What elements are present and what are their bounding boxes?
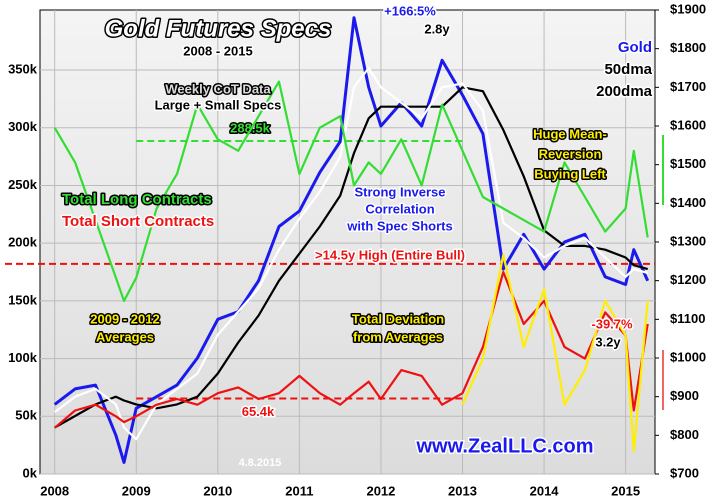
y-tick-label: 100k <box>8 350 38 365</box>
annotation: Reversion <box>539 146 602 161</box>
y2-tick-label: $1300 <box>670 233 706 248</box>
chart-title: Gold Futures Specs <box>105 15 332 42</box>
series-line <box>54 86 648 429</box>
annotation: from Averages <box>353 329 443 344</box>
reference-label: >14.5y High (Entire Bull) <box>315 247 465 262</box>
annotation: www.ZealLLC.com <box>415 435 593 457</box>
series-line <box>461 253 649 452</box>
annotation: 3.2y <box>595 334 621 349</box>
series-line <box>53 270 649 429</box>
reference-label: 288.5k <box>230 120 271 135</box>
y2-tick-label: $1400 <box>670 195 706 210</box>
annotation: -39.7% <box>591 316 633 331</box>
x-tick-label: 2014 <box>530 483 560 498</box>
x-tick-label: 2008 <box>40 483 69 498</box>
x-tick-label: 2011 <box>285 483 313 498</box>
annotation: Huge Mean- <box>533 126 607 141</box>
x-tick-label: 2009 <box>122 483 151 498</box>
annotation: Total Deviation <box>352 311 444 326</box>
y2-tick-label: $1100 <box>670 311 705 326</box>
y-tick-label: 250k <box>8 177 38 192</box>
y2-tick-label: $900 <box>670 388 699 403</box>
annotation: Correlation <box>365 201 434 216</box>
annotation: +166.5% <box>384 3 436 18</box>
y-tick-label: 200k <box>8 235 38 250</box>
x-tick-label: 2010 <box>203 483 232 498</box>
y2-tick-label: $1700 <box>670 79 706 94</box>
y2-tick-label: $1800 <box>670 40 706 55</box>
y-tick-label: 150k <box>8 292 38 307</box>
legend-entry: 200dma <box>596 83 653 100</box>
x-tick-label: 2015 <box>611 483 640 498</box>
y2-tick-label: $700 <box>670 465 699 480</box>
y2-tick-label: $800 <box>670 427 699 442</box>
y-tick-label: 0k <box>23 465 38 480</box>
y2-tick-label: $1000 <box>670 349 706 364</box>
legend-entry: Gold <box>618 39 652 56</box>
legend-entry: 50dma <box>604 61 652 78</box>
y-tick-label: 300k <box>8 119 38 134</box>
y2-tick-label: $1600 <box>670 117 706 132</box>
chart-subtitle: 2008 - 2015 <box>183 43 252 58</box>
annotation: with Spec Shorts <box>346 218 452 233</box>
annotation: Averages <box>96 329 154 344</box>
annotation: 2009 - 2012 <box>90 311 159 326</box>
annotation: Buying Left <box>534 166 606 181</box>
series-line <box>53 16 650 464</box>
reference-label: 65.4k <box>242 404 275 419</box>
y2-tick-label: $1500 <box>670 156 706 171</box>
annotation: Strong Inverse <box>354 184 445 199</box>
series-line <box>53 80 649 302</box>
x-tick-label: 2013 <box>448 483 477 498</box>
y2-tick-label: $1900 <box>670 1 706 16</box>
y-tick-label: 50k <box>15 408 37 423</box>
annotation: 4.8.2015 <box>239 457 282 469</box>
y2-tick-label: $1200 <box>670 272 706 287</box>
legend-entry: Total Short Contracts <box>62 213 214 230</box>
annotation: Weekly CoT Data <box>165 81 271 96</box>
x-tick-label: 2012 <box>366 483 395 498</box>
legend-entry: Total Long Contracts <box>62 191 212 208</box>
series-line <box>54 66 648 441</box>
annotation: 2.8y <box>424 21 450 36</box>
y-tick-label: 350k <box>8 61 38 76</box>
annotation: Large + Small Specs <box>155 97 282 112</box>
